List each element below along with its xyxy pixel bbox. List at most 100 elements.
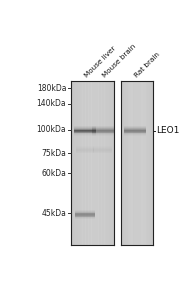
Bar bbox=[92, 129, 113, 130]
Bar bbox=[74, 128, 96, 129]
Bar bbox=[87, 81, 89, 245]
Text: Mouse brain: Mouse brain bbox=[101, 44, 137, 79]
Bar bbox=[145, 81, 147, 245]
Bar bbox=[124, 129, 146, 130]
Bar bbox=[124, 81, 125, 245]
Bar bbox=[77, 81, 79, 245]
Bar bbox=[75, 213, 95, 214]
Bar bbox=[74, 127, 96, 128]
Bar bbox=[74, 132, 96, 133]
Bar bbox=[124, 133, 146, 134]
Bar bbox=[143, 81, 145, 245]
Text: 75kDa: 75kDa bbox=[41, 148, 66, 158]
Bar bbox=[75, 212, 95, 213]
Bar bbox=[75, 216, 95, 217]
Bar bbox=[74, 131, 96, 132]
Bar bbox=[126, 81, 127, 245]
Text: 140kDa: 140kDa bbox=[37, 99, 66, 108]
Bar bbox=[94, 81, 96, 245]
Bar bbox=[150, 81, 151, 245]
Bar bbox=[124, 131, 146, 132]
Bar bbox=[75, 218, 95, 219]
Bar bbox=[98, 81, 100, 245]
Bar bbox=[142, 81, 144, 245]
Bar bbox=[74, 130, 96, 131]
Bar bbox=[127, 81, 128, 245]
Bar bbox=[110, 81, 112, 245]
Bar bbox=[93, 148, 112, 149]
Bar bbox=[92, 127, 113, 128]
Bar bbox=[75, 210, 95, 211]
Bar bbox=[104, 81, 106, 245]
Bar bbox=[76, 147, 94, 148]
Bar bbox=[148, 81, 149, 245]
Bar bbox=[151, 81, 152, 245]
Bar bbox=[76, 152, 94, 153]
Bar bbox=[124, 127, 146, 128]
Bar bbox=[88, 81, 90, 245]
Bar bbox=[84, 81, 86, 245]
Bar bbox=[80, 81, 81, 245]
Bar bbox=[92, 134, 113, 135]
Bar bbox=[74, 81, 76, 245]
Bar bbox=[135, 81, 136, 245]
Bar bbox=[74, 129, 96, 130]
Bar bbox=[100, 81, 102, 245]
Bar bbox=[72, 81, 74, 245]
Text: 60kDa: 60kDa bbox=[41, 169, 66, 178]
Bar bbox=[103, 81, 105, 245]
Bar bbox=[92, 132, 113, 133]
Bar bbox=[124, 130, 146, 131]
Bar bbox=[76, 151, 94, 152]
Bar bbox=[92, 128, 113, 129]
Bar bbox=[111, 81, 113, 245]
Bar bbox=[90, 81, 92, 245]
Bar bbox=[74, 126, 96, 127]
Bar bbox=[75, 214, 95, 215]
Bar bbox=[144, 81, 146, 245]
Bar bbox=[138, 81, 139, 245]
Bar bbox=[75, 81, 77, 245]
Bar bbox=[71, 81, 73, 245]
Bar bbox=[134, 81, 135, 245]
Bar bbox=[140, 81, 141, 245]
Bar bbox=[78, 81, 80, 245]
Bar bbox=[75, 217, 95, 218]
Text: Mouse liver: Mouse liver bbox=[83, 46, 117, 79]
Bar bbox=[132, 81, 134, 245]
Bar bbox=[74, 135, 96, 136]
Bar bbox=[149, 81, 150, 245]
Bar bbox=[129, 81, 131, 245]
Bar bbox=[76, 146, 94, 147]
Bar bbox=[74, 129, 96, 130]
Bar bbox=[85, 81, 87, 245]
Bar bbox=[152, 81, 154, 245]
Bar bbox=[113, 81, 115, 245]
Bar bbox=[141, 81, 143, 245]
Bar bbox=[136, 81, 137, 245]
Bar bbox=[76, 150, 94, 151]
Bar bbox=[122, 81, 123, 245]
Bar bbox=[107, 81, 109, 245]
Bar bbox=[75, 215, 95, 216]
Bar bbox=[74, 130, 96, 131]
Bar bbox=[74, 134, 96, 135]
Bar bbox=[139, 81, 140, 245]
Bar bbox=[93, 150, 112, 151]
Bar bbox=[101, 81, 103, 245]
Bar bbox=[137, 81, 138, 245]
Bar bbox=[93, 81, 94, 245]
Text: Rat brain: Rat brain bbox=[134, 52, 161, 79]
Bar bbox=[131, 81, 133, 245]
Bar bbox=[92, 130, 113, 131]
Text: 45kDa: 45kDa bbox=[41, 208, 66, 217]
Bar bbox=[147, 81, 148, 245]
Bar bbox=[92, 133, 113, 134]
Bar bbox=[92, 126, 113, 127]
Bar bbox=[74, 133, 96, 134]
Bar bbox=[75, 211, 95, 212]
Bar bbox=[91, 81, 93, 245]
Bar bbox=[130, 81, 132, 245]
Bar bbox=[109, 81, 110, 245]
Bar bbox=[97, 81, 99, 245]
